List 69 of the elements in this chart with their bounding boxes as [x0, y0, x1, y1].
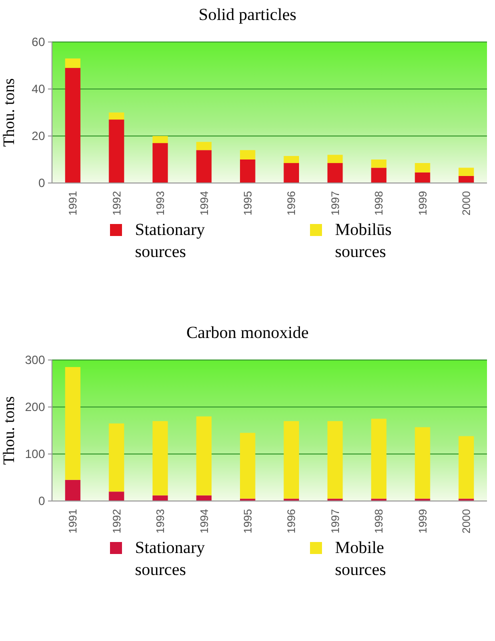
- bar: [371, 168, 386, 183]
- bar: [414, 427, 430, 499]
- bar: [371, 418, 386, 499]
- x-tick-label: 1997: [330, 191, 342, 216]
- bar: [152, 495, 168, 501]
- bar: [152, 136, 168, 144]
- legend-label: Stationary sources: [135, 220, 206, 261]
- x-tick-label: 1992: [111, 191, 124, 216]
- x-tick-label: 1998: [374, 191, 386, 216]
- bar: [196, 150, 212, 183]
- bar: [240, 432, 256, 499]
- bar: [240, 150, 256, 160]
- bar: [327, 163, 343, 183]
- bar: [284, 163, 300, 183]
- legend-label: Mobile sources: [335, 538, 386, 579]
- bar: [458, 176, 474, 183]
- x-tick-label: 1994: [198, 191, 211, 216]
- bar: [108, 492, 124, 501]
- x-tick-label: 1994: [198, 509, 211, 534]
- x-tick-label: 1996: [286, 191, 298, 216]
- bar: [65, 68, 80, 183]
- chart-title: Solid particles: [198, 5, 296, 24]
- x-tick-label: 1996: [286, 509, 298, 534]
- bar: [196, 142, 212, 150]
- bar: [108, 112, 124, 120]
- y-axis-title: Thou. tons: [1, 396, 18, 465]
- y-tick-label: 100: [24, 447, 46, 462]
- x-tick-label: 1998: [374, 509, 386, 534]
- legend-label: Stationary sources: [135, 538, 206, 579]
- bar: [65, 58, 80, 68]
- x-tick-label: 1999: [417, 191, 430, 216]
- y-tick-label: 300: [24, 353, 46, 368]
- x-tick-label: 1993: [155, 509, 168, 534]
- bar: [284, 156, 300, 164]
- bar: [284, 421, 300, 499]
- bar: [152, 421, 168, 496]
- x-tick-label: 1992: [111, 509, 124, 534]
- x-tick-label: 1995: [242, 191, 254, 216]
- bar: [108, 120, 124, 183]
- bar: [327, 154, 343, 164]
- y-tick-label: 40: [32, 82, 46, 96]
- bar: [414, 163, 430, 172]
- bar: [196, 416, 212, 496]
- bar: [65, 367, 80, 480]
- x-tick-label: 1993: [155, 191, 168, 216]
- y-tick-label: 20: [32, 129, 46, 144]
- legend-label: Mobilūs sources: [335, 220, 392, 261]
- bar: [65, 480, 80, 501]
- x-tick-label: 1991: [68, 191, 80, 216]
- x-tick-label: 2000: [461, 191, 474, 216]
- bar: [458, 168, 474, 176]
- x-tick-label: 1999: [417, 509, 430, 534]
- y-tick-label: 200: [24, 400, 46, 414]
- chart-title: Carbon monoxide: [186, 323, 309, 342]
- y-tick-label: 0: [38, 494, 46, 508]
- bar: [327, 421, 343, 499]
- x-tick-label: 1995: [242, 509, 254, 534]
- y-tick-label: 0: [38, 176, 46, 190]
- x-tick-label: 2000: [461, 509, 474, 534]
- bar: [458, 436, 474, 499]
- bar: [371, 160, 386, 168]
- y-axis-title: Thou. tons: [1, 78, 18, 147]
- y-tick-label: 60: [32, 35, 46, 50]
- x-tick-label: 1997: [330, 509, 342, 534]
- bar: [240, 160, 256, 183]
- bar: [414, 172, 430, 183]
- bar: [152, 143, 168, 183]
- bar: [108, 423, 124, 492]
- x-tick-label: 1991: [68, 509, 80, 534]
